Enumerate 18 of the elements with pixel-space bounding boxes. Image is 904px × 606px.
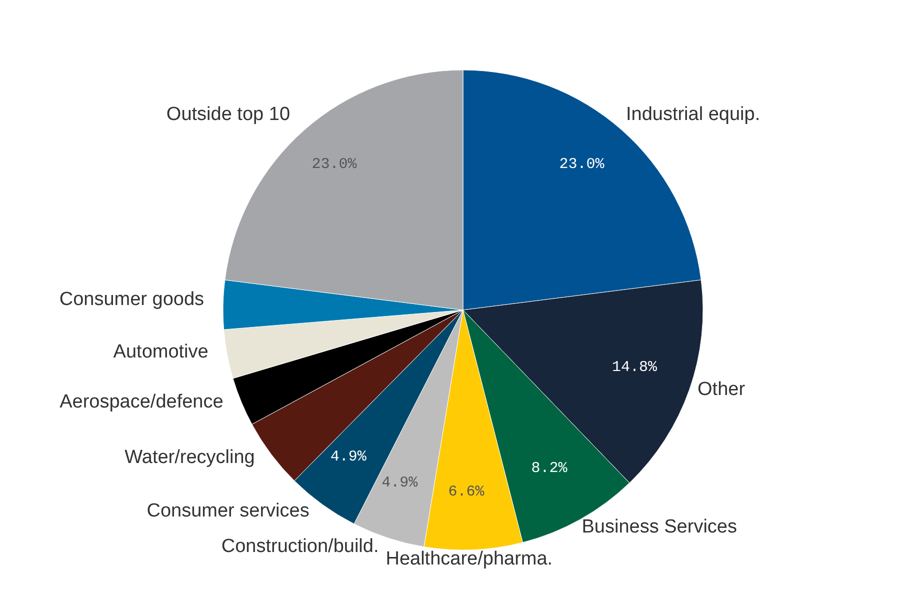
slice-label: Outside top 10 [166,104,290,125]
data-label: 23.0% [312,156,358,174]
slice-label: Consumer services [146,500,310,522]
slice-label: Business Services [582,516,737,538]
slice-label: Water/recycling [124,447,255,468]
data-label: 23.0% [559,156,606,174]
data-label: 4.9% [330,448,368,466]
slice-label: Consumer goods [59,288,204,310]
data-label: 14.8% [612,358,658,376]
slice-label: Healthcare/pharma. [386,548,553,570]
data-label: 6.6% [448,484,486,501]
data-label: 8.2% [531,460,568,477]
slice-label: Aerospace/defence [60,392,224,413]
slice-label: Industrial equip. [626,104,760,125]
slice-label: Other [698,379,746,400]
data-label: 4.9% [382,474,419,492]
slice-label: Construction/build. [221,536,379,557]
slice-label: Automotive [113,341,208,362]
